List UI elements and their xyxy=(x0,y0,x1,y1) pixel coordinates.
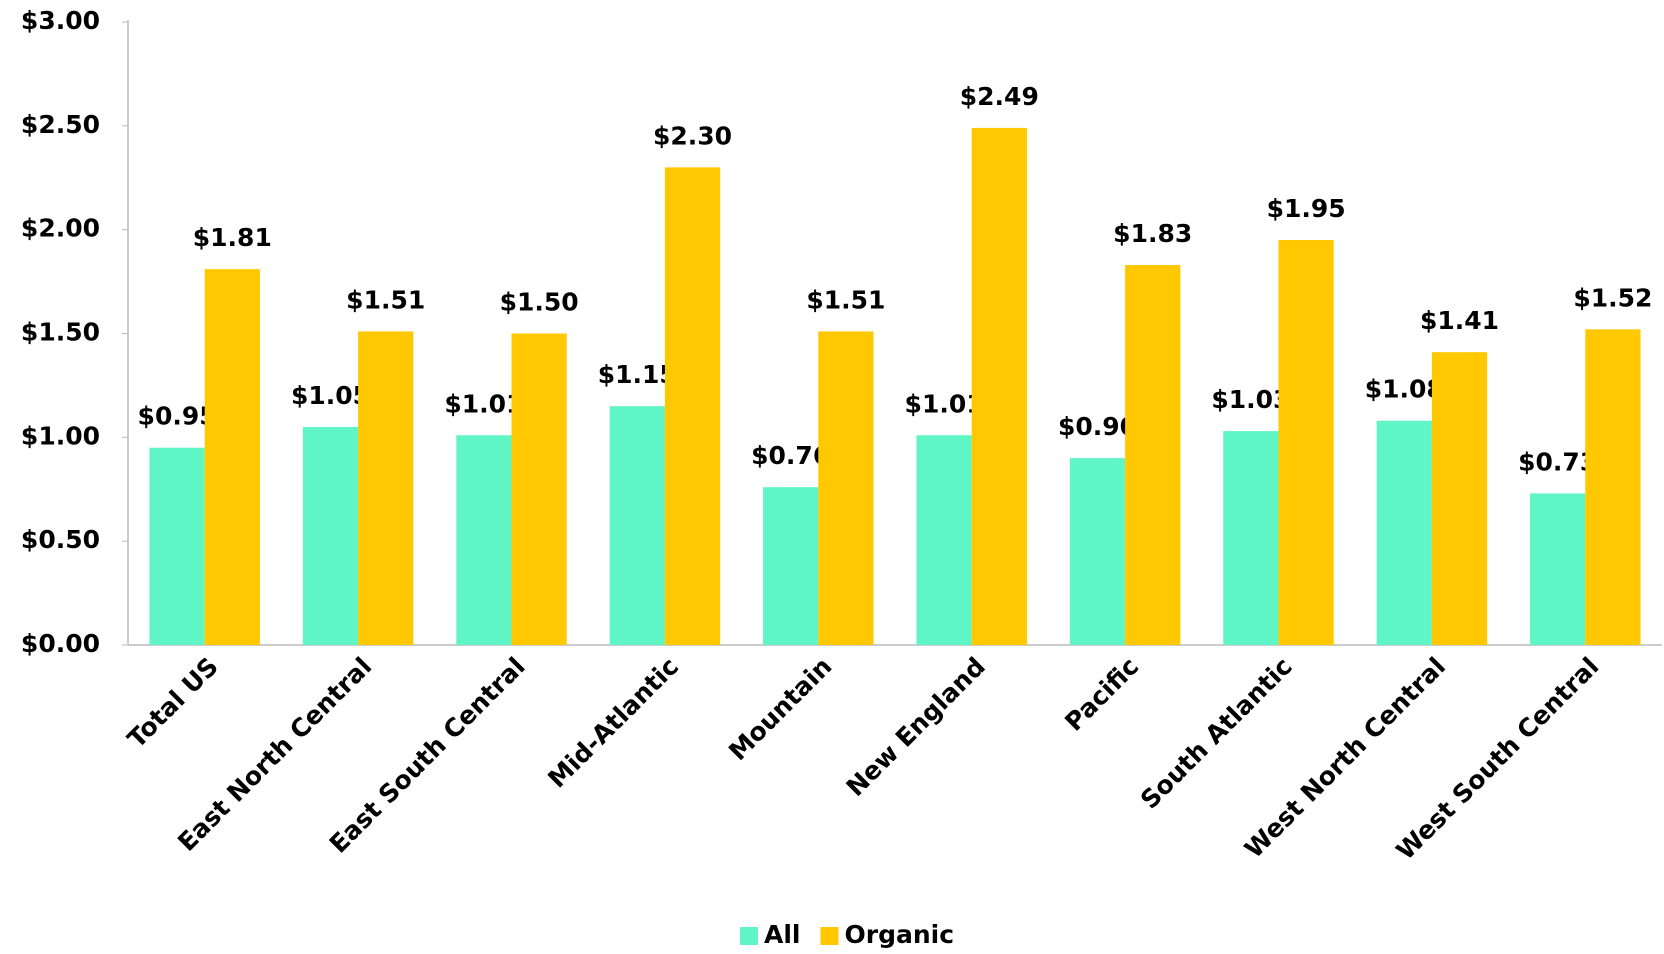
bar xyxy=(1431,352,1488,645)
data-label: $1.01 xyxy=(444,389,523,418)
bar xyxy=(302,426,359,645)
legend-swatch xyxy=(740,927,758,945)
bar xyxy=(1278,240,1334,646)
bar xyxy=(916,435,972,645)
data-label: $2.49 xyxy=(960,82,1039,111)
data-label: $1.01 xyxy=(905,389,984,418)
x-tick-label: Total US xyxy=(122,652,224,754)
data-label: $1.52 xyxy=(1573,283,1652,312)
bar xyxy=(456,435,512,645)
data-label: $1.08 xyxy=(1365,375,1444,404)
legend-swatch xyxy=(820,927,839,945)
data-label: $1.51 xyxy=(346,285,425,314)
x-tick-label: Pacific xyxy=(1059,652,1144,737)
y-tick-label: $3.00 xyxy=(21,6,100,35)
data-label: $2.30 xyxy=(653,121,732,150)
x-tick-label: South Atlantic xyxy=(1135,652,1298,815)
data-label: $0.73 xyxy=(1518,447,1597,476)
y-tick-label: $2.50 xyxy=(21,110,100,139)
data-label: $1.03 xyxy=(1211,385,1290,414)
bar xyxy=(763,487,819,645)
bar xyxy=(1223,431,1279,645)
y-tick-label: $0.00 xyxy=(21,629,100,658)
bar xyxy=(1530,493,1586,645)
bar xyxy=(358,331,414,645)
data-label: $0.95 xyxy=(138,402,217,431)
data-label: $1.83 xyxy=(1113,219,1192,248)
data-label: $1.81 xyxy=(193,223,272,252)
y-tick-label: $2.00 xyxy=(21,214,100,243)
y-tick-label: $0.50 xyxy=(21,525,100,554)
y-tick-label: $1.50 xyxy=(21,318,100,347)
bar xyxy=(1125,264,1181,645)
bar xyxy=(511,333,567,645)
data-label: $1.51 xyxy=(806,285,885,314)
bar xyxy=(1069,458,1126,645)
bar xyxy=(149,447,205,645)
bar xyxy=(1585,329,1641,645)
legend-label: All xyxy=(764,920,801,949)
data-label: $0.76 xyxy=(751,441,830,470)
legend-label: Organic xyxy=(845,920,955,949)
data-label: $1.95 xyxy=(1267,194,1346,223)
data-label: $1.05 xyxy=(291,381,370,410)
bar xyxy=(971,127,1027,645)
x-tick-label: New England xyxy=(841,652,991,802)
bar xyxy=(1376,420,1432,645)
data-label: $0.90 xyxy=(1058,412,1137,441)
data-label: $1.50 xyxy=(500,288,579,317)
bar xyxy=(609,406,665,645)
x-tick-label: Mountain xyxy=(723,652,837,766)
bar xyxy=(818,331,874,645)
y-tick-label: $1.00 xyxy=(21,421,100,450)
bar xyxy=(204,269,260,645)
data-label: $1.15 xyxy=(598,360,677,389)
data-label: $1.41 xyxy=(1420,306,1499,335)
x-tick-label: Mid-Atlantic xyxy=(542,652,684,794)
bar xyxy=(664,167,721,645)
